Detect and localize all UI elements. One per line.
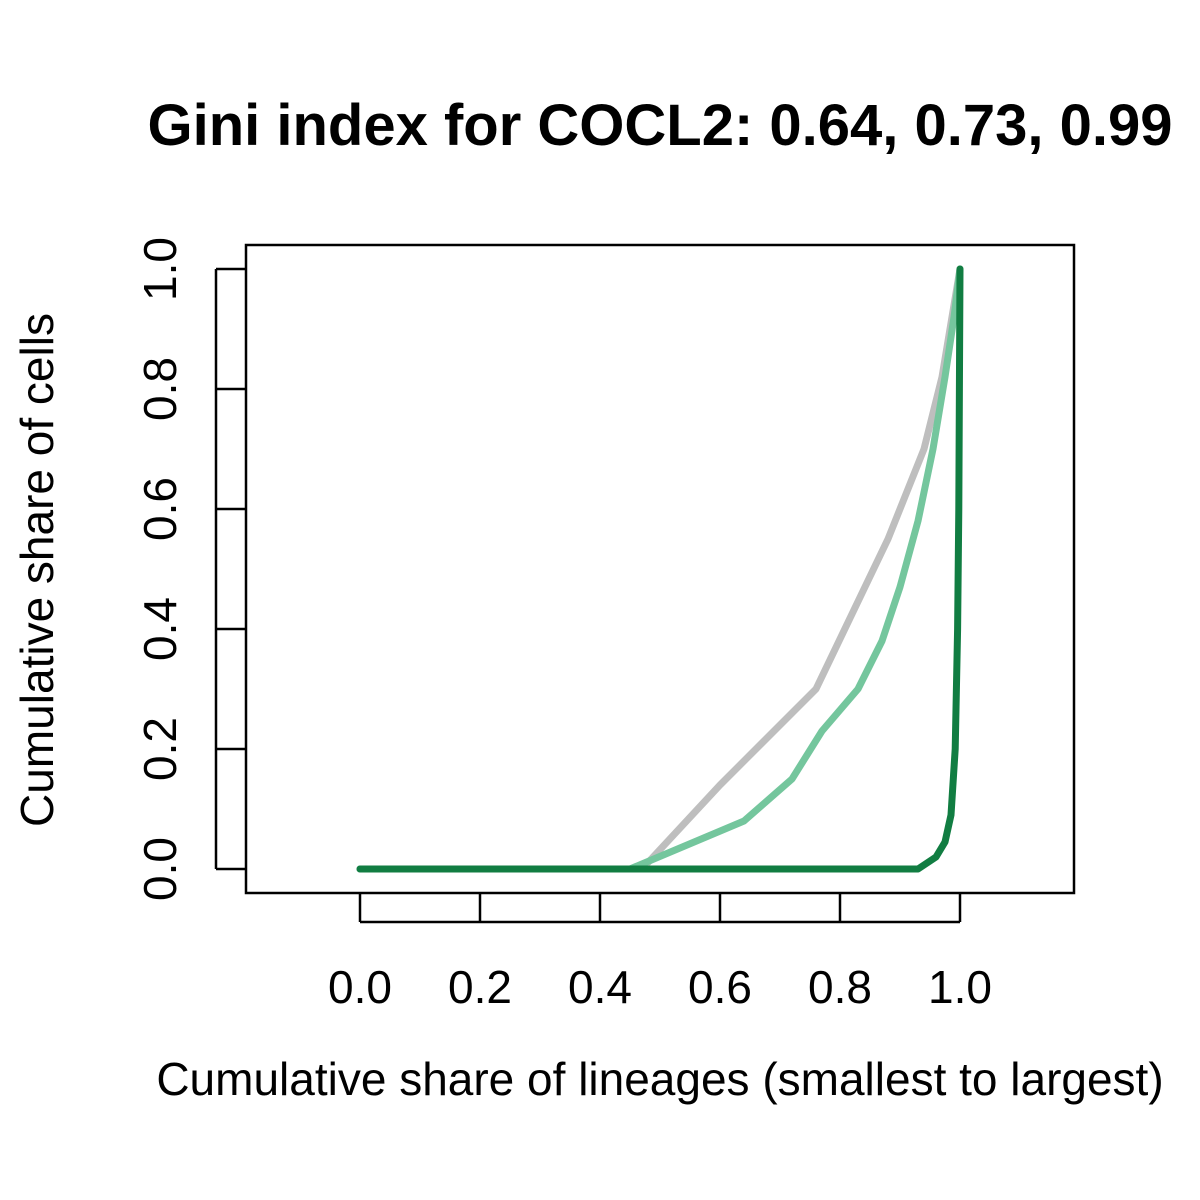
x-tick-label: 0.8 — [808, 961, 872, 1013]
y-tick-label: 0.6 — [134, 477, 186, 541]
x-axis-label: Cumulative share of lineages (smallest t… — [156, 1053, 1163, 1105]
series-line-2 — [356, 265, 964, 873]
x-tick-label: 0.2 — [448, 961, 512, 1013]
x-tick-label: 0.0 — [328, 961, 392, 1013]
x-tick-label: 0.4 — [568, 961, 632, 1013]
y-axis: 0.0 0.2 0.4 0.6 0.8 1.0 — [134, 237, 246, 901]
y-axis-label: Cumulative share of cells — [11, 313, 63, 827]
y-tick-label: 0.8 — [134, 357, 186, 421]
y-tick-label: 1.0 — [134, 237, 186, 301]
x-tick-label: 1.0 — [928, 961, 992, 1013]
plot-frame — [244, 243, 1076, 895]
x-tick-label: 0.6 — [688, 961, 752, 1013]
series-line-1 — [356, 265, 964, 873]
series-line-3 — [356, 265, 964, 873]
chart-title: Gini index for COCL2: 0.64, 0.73, 0.99 — [147, 93, 1172, 158]
series-group — [356, 265, 964, 873]
y-tick-label: 0.0 — [134, 837, 186, 901]
y-tick-label: 0.2 — [134, 717, 186, 781]
x-axis: 0.0 0.2 0.4 0.6 0.8 1.0 — [328, 893, 992, 1013]
y-tick-label: 0.4 — [134, 597, 186, 661]
